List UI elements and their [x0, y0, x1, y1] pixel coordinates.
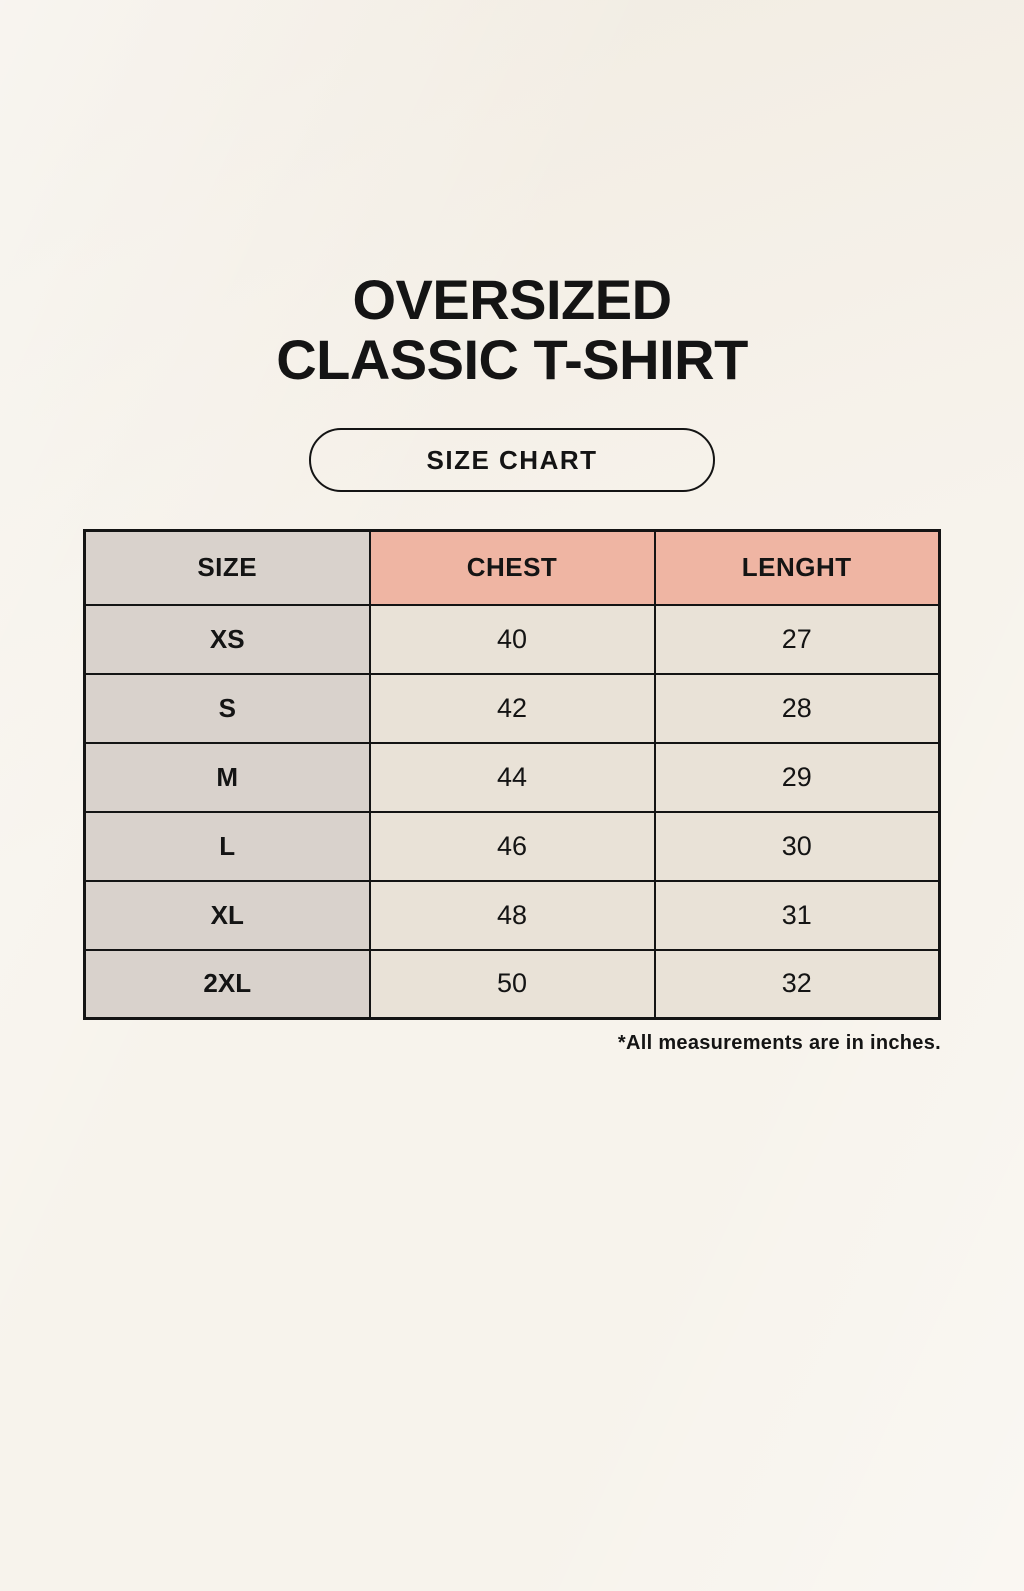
page-title-line1: OVERSIZED [352, 268, 672, 331]
chest-cell: 44 [368, 741, 656, 813]
length-cell: 28 [653, 672, 941, 744]
header-row: SIZE CHEST LENGHT [83, 529, 941, 606]
table-row-xs: XS 40 27 [83, 603, 941, 675]
chest-cell: 48 [368, 879, 656, 951]
length-cell: 31 [653, 879, 941, 951]
column-header-length: LENGHT [653, 529, 941, 606]
chest-cell: 46 [368, 810, 656, 882]
chest-cell: 40 [368, 603, 656, 675]
chest-cell: 42 [368, 672, 656, 744]
size-cell: M [83, 741, 371, 813]
size-chart-table-header: SIZE CHEST LENGHT [83, 529, 941, 606]
table-row-l: L 46 30 [83, 810, 941, 882]
length-cell: 27 [653, 603, 941, 675]
size-cell: L [83, 810, 371, 882]
chest-cell: 50 [368, 948, 656, 1020]
page-title: OVERSIZED CLASSIC T-SHIRT [0, 270, 1024, 390]
length-cell: 29 [653, 741, 941, 813]
table-row-xl: XL 48 31 [83, 879, 941, 951]
table-row-2xl: 2XL 50 32 [83, 948, 941, 1020]
column-header-size: SIZE [83, 529, 371, 606]
table-row-m: M 44 29 [83, 741, 941, 813]
size-cell: S [83, 672, 371, 744]
length-cell: 30 [653, 810, 941, 882]
size-chart-badge[interactable]: SIZE CHART [309, 428, 715, 492]
size-cell: 2XL [83, 948, 371, 1020]
size-cell: XS [83, 603, 371, 675]
size-chart-table: SIZE CHEST LENGHT XS 40 27 S 42 28 M 44 … [83, 529, 941, 1020]
page-title-line2: CLASSIC T-SHIRT [276, 328, 748, 391]
length-cell: 32 [653, 948, 941, 1020]
measurements-footnote: *All measurements are in inches. [617, 1032, 941, 1054]
size-chart-badge-label: SIZE CHART [426, 444, 598, 475]
size-cell: XL [83, 879, 371, 951]
table-row-s: S 42 28 [83, 672, 941, 744]
size-chart-table-body: XS 40 27 S 42 28 M 44 29 L 46 30 XL 48 3… [83, 603, 941, 1020]
column-header-chest: CHEST [368, 529, 656, 606]
